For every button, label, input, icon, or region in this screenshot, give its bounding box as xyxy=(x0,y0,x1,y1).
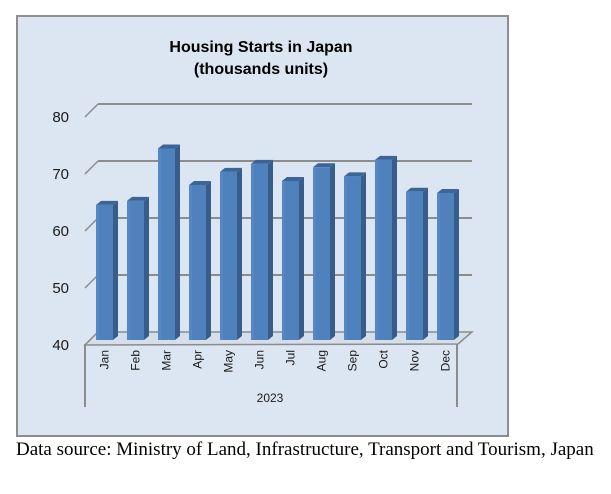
housing-starts-chart: Housing Starts in Japan (thousands units… xyxy=(52,39,475,407)
bar xyxy=(406,187,428,340)
y-tick-label: 50 xyxy=(52,280,69,297)
bar-top xyxy=(375,155,397,160)
bar-highlight xyxy=(282,180,285,340)
x-category-label: Jan xyxy=(98,350,112,369)
bar xyxy=(282,176,304,340)
data-source-caption: Data source: Ministry of Land, Infrastru… xyxy=(16,439,594,460)
bar-top xyxy=(189,180,211,185)
bar xyxy=(437,188,459,340)
bar-side xyxy=(144,196,149,340)
bar-top xyxy=(96,200,118,205)
y-tick-label: 40 xyxy=(52,337,69,354)
bar-front xyxy=(313,167,330,340)
bar-front xyxy=(158,148,175,340)
bar-top xyxy=(437,188,459,193)
chart-subtitle: (thousands units) xyxy=(194,61,328,78)
bar-side xyxy=(299,176,304,340)
bar-front xyxy=(251,163,268,340)
bar-side xyxy=(361,172,366,340)
y-tick-label: 80 xyxy=(52,109,69,126)
bar-top xyxy=(127,196,149,201)
x-category-label: Mar xyxy=(160,350,174,371)
chart-frame: Housing Starts in Japan (thousands units… xyxy=(16,15,509,437)
bar-front xyxy=(406,191,423,340)
x-axis-categories: Jan Feb Mar Apr May Jun Jul Aug Sep Oct Nov Dec xyxy=(98,349,453,372)
bar-side xyxy=(268,159,273,340)
bar-top xyxy=(406,187,428,192)
bar-front xyxy=(344,176,361,340)
bar-highlight xyxy=(344,176,347,340)
bar-side xyxy=(454,188,459,340)
bar-highlight xyxy=(313,167,316,340)
bar-top xyxy=(220,167,242,172)
bar-front xyxy=(189,184,206,340)
bar-highlight xyxy=(406,191,409,340)
y-tick-label: 60 xyxy=(52,223,69,240)
bar-side xyxy=(423,187,428,340)
chart-title: Housing Starts in Japan xyxy=(169,39,352,56)
bar-highlight xyxy=(437,192,440,340)
bar xyxy=(220,167,242,340)
bar-highlight xyxy=(96,204,99,340)
bar xyxy=(313,163,335,340)
x-category-label: Jun xyxy=(253,350,267,369)
bar xyxy=(251,159,273,340)
bar-highlight xyxy=(375,159,378,340)
bar xyxy=(189,180,211,340)
bar-side xyxy=(206,180,211,340)
bar xyxy=(127,196,149,340)
bar-side xyxy=(113,200,118,340)
bar-side xyxy=(392,155,397,340)
bar-front xyxy=(220,171,237,340)
x-category-label: Apr xyxy=(191,350,205,369)
x-category-label: Aug xyxy=(315,350,329,371)
x-category-label: Feb xyxy=(129,350,143,371)
bar-highlight xyxy=(189,184,192,340)
bar xyxy=(375,155,397,340)
x-category-label: Nov xyxy=(408,350,422,371)
bar xyxy=(96,200,118,340)
bar-front xyxy=(375,159,392,340)
bar-highlight xyxy=(251,163,254,340)
x-axis-group-label: 2023 xyxy=(257,391,284,405)
bar-top xyxy=(344,172,366,177)
bar-front xyxy=(282,180,299,340)
bar-front xyxy=(437,192,454,340)
bar-top xyxy=(158,144,180,149)
bars xyxy=(96,144,459,340)
bar-highlight xyxy=(220,171,223,340)
gridline-depth xyxy=(84,217,99,232)
gridline-depth xyxy=(84,274,99,289)
bar-highlight xyxy=(158,148,161,340)
gridline-depth xyxy=(84,103,99,118)
bar-highlight xyxy=(127,200,130,340)
bar xyxy=(344,172,366,340)
x-category-label: May xyxy=(222,350,236,373)
x-category-label: Sep xyxy=(346,350,360,372)
bar-top xyxy=(282,176,304,181)
bar-side xyxy=(330,163,335,340)
bar-top xyxy=(313,163,335,168)
bar-front xyxy=(127,200,144,340)
bar-front xyxy=(96,204,113,340)
y-tick-label: 70 xyxy=(52,166,69,183)
bar-side xyxy=(237,167,242,340)
bar-side xyxy=(175,144,180,340)
x-category-label: Oct xyxy=(377,349,391,368)
x-category-label: Dec xyxy=(439,350,453,371)
bar xyxy=(158,144,180,340)
gridline-depth xyxy=(84,160,99,175)
x-category-label: Jul xyxy=(284,350,298,365)
bar-top xyxy=(251,159,273,164)
y-axis-ticks: 40 50 60 70 80 xyxy=(52,109,69,354)
